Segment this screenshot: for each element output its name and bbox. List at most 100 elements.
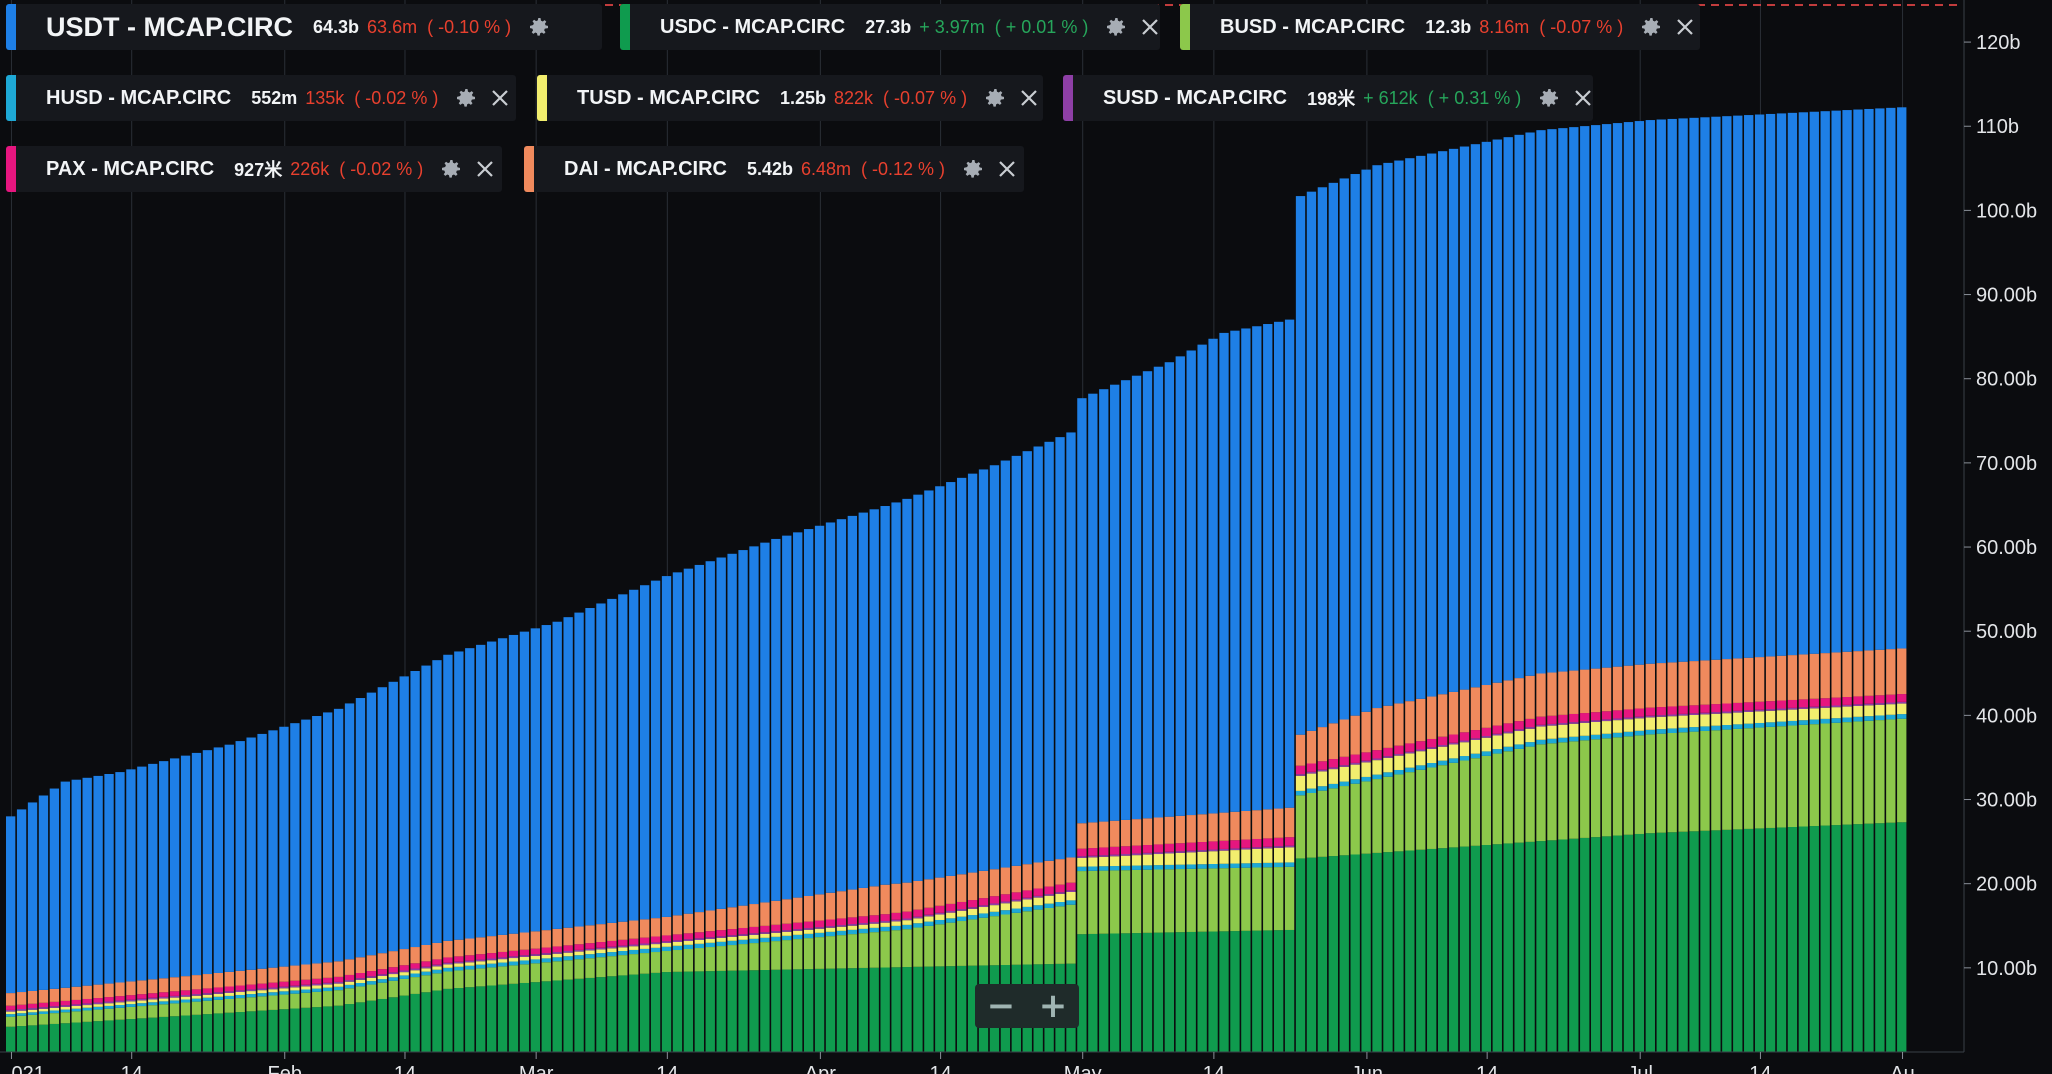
bar-susd-48 — [530, 954, 541, 956]
gear-icon[interactable] — [454, 86, 478, 110]
bar-pax-99 — [1088, 848, 1098, 856]
bar-usdc-117 — [1284, 929, 1295, 1052]
gear-icon[interactable] — [1537, 86, 1561, 110]
close-icon[interactable] — [997, 159, 1017, 179]
bar-husd-128 — [1405, 767, 1415, 773]
bar-usdt-144 — [1580, 126, 1590, 670]
gear-icon[interactable] — [983, 86, 1007, 110]
gear-icon[interactable] — [439, 157, 463, 181]
bar-tusd-168 — [1842, 706, 1852, 718]
bar-dai-57 — [629, 920, 639, 939]
bar-busd-152 — [1667, 733, 1677, 833]
gear-icon[interactable] — [1639, 15, 1663, 39]
bar-usdc-134 — [1470, 845, 1481, 1052]
bar-husd-86 — [946, 918, 956, 923]
x-tick-label-4: Mar — [519, 1063, 554, 1074]
bar-usdt-23 — [257, 733, 267, 969]
bar-husd-154 — [1689, 727, 1699, 732]
bar-busd-98 — [1077, 871, 1087, 935]
close-icon[interactable] — [1675, 17, 1695, 37]
bar-busd-97 — [1066, 904, 1076, 964]
bar-susd-8 — [93, 1002, 103, 1005]
close-icon[interactable] — [1019, 88, 1039, 108]
bar-pax-151 — [1656, 707, 1666, 716]
legend-swatch-tusd — [537, 75, 547, 121]
bar-usdt-122 — [1339, 178, 1349, 720]
bar-husd-171 — [1875, 715, 1885, 721]
bar-usdt-164 — [1798, 112, 1809, 655]
bar-pax-42 — [465, 955, 475, 961]
bar-tusd-3 — [38, 1008, 49, 1012]
bar-susd-47 — [519, 955, 530, 957]
legend-row-pax[interactable]: PAX - MCAP.CIRC 927米 226k ( -0.02 % ) — [6, 146, 502, 192]
bar-pax-12 — [137, 994, 147, 999]
bar-usdt-17 — [191, 752, 202, 976]
close-icon[interactable] — [1140, 17, 1160, 37]
bar-busd-173 — [1897, 718, 1907, 823]
bar-pax-87 — [957, 901, 967, 910]
bar-pax-100 — [1099, 847, 1109, 856]
zoom-out-button[interactable]: − — [986, 986, 1016, 1026]
bar-husd-148 — [1623, 731, 1634, 737]
bar-pax-36 — [399, 965, 409, 971]
bar-dai-121 — [1328, 723, 1338, 760]
bar-susd-118 — [1295, 774, 1306, 776]
bar-usdc-141 — [1547, 840, 1557, 1052]
bar-busd-115 — [1263, 867, 1273, 931]
legend-row-usdt[interactable]: USDT - MCAP.CIRC 64.3b 63.6m ( -0.10 % ) — [6, 4, 602, 50]
bar-busd-124 — [1361, 781, 1371, 854]
bar-usdc-163 — [1787, 827, 1798, 1052]
bar-dai-107 — [1175, 815, 1185, 844]
zoom-in-button[interactable]: + — [1038, 986, 1068, 1026]
legend-pct-pax: ( -0.02 % ) — [339, 158, 424, 179]
bar-pax-84 — [924, 907, 934, 915]
bar-tusd-5 — [60, 1006, 70, 1010]
bar-tusd-47 — [519, 956, 530, 961]
gear-icon[interactable] — [527, 15, 551, 39]
close-icon[interactable] — [475, 159, 495, 179]
bar-husd-71 — [782, 935, 792, 941]
bar-dai-103 — [1131, 819, 1142, 846]
bar-susd-6 — [71, 1004, 81, 1006]
bar-usdc-66 — [727, 970, 737, 1052]
bar-tusd-44 — [486, 960, 497, 964]
bar-tusd-41 — [454, 963, 464, 967]
legend-row-dai[interactable]: DAI - MCAP.CIRC 5.42b 6.48m ( -0.12 % ) — [524, 146, 1024, 192]
bar-dai-51 — [563, 927, 573, 946]
bar-busd-119 — [1306, 792, 1317, 858]
bar-busd-165 — [1809, 724, 1819, 827]
bar-tusd-140 — [1536, 726, 1546, 740]
bar-tusd-61 — [672, 942, 683, 946]
close-icon[interactable] — [490, 88, 510, 108]
bar-dai-162 — [1776, 655, 1787, 701]
bar-tusd-69 — [760, 933, 770, 938]
bar-dai-73 — [803, 896, 814, 922]
bar-husd-35 — [388, 977, 398, 981]
bar-busd-93 — [1022, 911, 1032, 965]
bar-busd-88 — [967, 919, 978, 966]
legend-row-tusd[interactable]: TUSD - MCAP.CIRC 1.25b 822k ( -0.07 % ) — [537, 75, 1043, 121]
bar-busd-60 — [661, 951, 672, 973]
bar-busd-141 — [1547, 743, 1557, 841]
legend-row-busd[interactable]: BUSD - MCAP.CIRC 12.3b 8.16m ( -0.07 % ) — [1180, 4, 1700, 50]
close-icon[interactable] — [1573, 88, 1593, 108]
bar-busd-30 — [333, 990, 344, 1006]
bar-tusd-75 — [825, 927, 836, 932]
gear-icon[interactable] — [961, 157, 985, 181]
legend-row-husd[interactable]: HUSD - MCAP.CIRC 552m 135k ( -0.02 % ) — [6, 75, 516, 121]
bar-husd-102 — [1120, 865, 1131, 871]
bar-usdc-2 — [27, 1025, 38, 1052]
gear-icon[interactable] — [1104, 15, 1128, 39]
bar-usdc-8 — [93, 1021, 103, 1052]
bar-husd-27 — [301, 989, 311, 993]
bar-susd-74 — [814, 927, 825, 929]
bar-tusd-160 — [1754, 711, 1765, 723]
bar-usdc-143 — [1569, 838, 1579, 1052]
bar-usdt-48 — [530, 628, 541, 932]
bar-pax-103 — [1131, 845, 1142, 854]
bar-husd-136 — [1492, 749, 1502, 754]
legend-row-usdc[interactable]: USDC - MCAP.CIRC 27.3b + 3.97m ( + 0.01 % ) — [620, 4, 1160, 50]
bar-pax-97 — [1066, 882, 1076, 891]
legend-row-susd[interactable]: SUSD - MCAP.CIRC 198米 + 612k ( + 0.31 % ) — [1063, 75, 1593, 121]
bar-busd-84 — [924, 925, 934, 967]
